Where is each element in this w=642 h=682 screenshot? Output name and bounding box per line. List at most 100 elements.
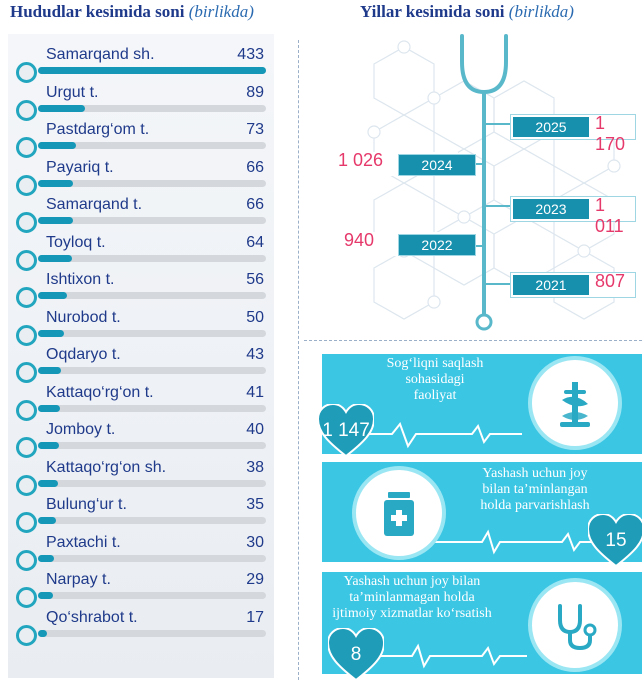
bar-knob [16, 99, 37, 121]
bar-knob [16, 549, 37, 571]
bar-row: Samarqand t. 66 [16, 192, 274, 233]
bar-track [38, 479, 266, 487]
bar [38, 404, 60, 412]
year-label: 2023 [513, 199, 589, 219]
bar-category-label: Kattaqo‘rg‘on sh. [46, 458, 167, 476]
card-value: 1 147 [322, 420, 370, 441]
years-timeline: 2025 1 170 1 026 2024 2023 1 011 940 202… [304, 34, 642, 334]
vertical-divider [298, 40, 299, 680]
card-social-services: Yashash uchun joy bilan ta’minlanmagan h… [322, 572, 642, 674]
bar-row: Nurobod t. 50 [16, 305, 274, 346]
bar-knob [16, 399, 37, 421]
bar [38, 592, 54, 599]
right-title-unit: (birlikda) [508, 2, 574, 21]
card-caption: Yashash uchun joy bilan ta’minlanmagan h… [332, 574, 492, 621]
bar-knob [16, 324, 37, 346]
bar-knob [16, 174, 37, 196]
card-caption: Yashash uchun joy bilan ta’minlangan hol… [480, 466, 590, 513]
medicine-bottle-icon [384, 492, 414, 536]
bar-value-label: 56 [246, 271, 264, 288]
regions-bar-chart: Samarqand sh. 433 Urgut t. 89 Pastdarg‘om t.… [8, 34, 274, 678]
bar-track [38, 104, 266, 112]
bar-category-label: Qo‘shrabot t. [46, 608, 138, 626]
bar [38, 292, 68, 299]
bar-row: Oqdaryo t. 43 [16, 342, 274, 383]
year-label: 2022 [398, 234, 476, 256]
bar-row: Kattaqo‘rg‘on t. 41 [16, 380, 274, 421]
bar [38, 517, 57, 524]
bar-value-label: 40 [246, 421, 264, 438]
stethoscope-icon [558, 604, 597, 651]
bar [38, 104, 85, 112]
bar-value-label: 38 [246, 458, 264, 476]
bar-category-label: Paxtachi t. [46, 533, 121, 551]
bar-row: Toyloq t. 64 [16, 230, 274, 271]
year-value: 1 170 [595, 113, 626, 154]
heart-icon [328, 628, 384, 682]
year-item-2025: 2025 1 170 [510, 113, 636, 154]
year-item-2023: 2023 1 011 [510, 195, 636, 236]
bar-value-label: 35 [246, 496, 264, 513]
card-icon-circle [528, 578, 622, 672]
bar-knob [16, 287, 37, 308]
bar-category-label: Oqdaryo t. [46, 346, 121, 363]
heartbeat-line [362, 421, 522, 449]
bar-knob [16, 437, 37, 458]
bar-value-label: 50 [246, 308, 264, 326]
bar [38, 367, 61, 374]
right-chart-title: Yillar kesimida soni (birlikda) [360, 2, 574, 22]
bar-value-label: 73 [246, 121, 264, 138]
year-value: 940 [344, 230, 375, 250]
bar-track [38, 179, 266, 187]
bar-knob [16, 624, 37, 646]
bar-value-label: 89 [246, 83, 264, 101]
section-divider [304, 340, 642, 341]
year-label: 2021 [513, 275, 589, 295]
bar-track [38, 292, 266, 299]
bar [38, 142, 77, 149]
bar-category-label: Ishtixon t. [46, 271, 115, 288]
bar [38, 217, 73, 224]
bar-track [38, 254, 266, 262]
bar [38, 629, 47, 637]
bar-category-label: Samarqand sh. [46, 46, 155, 63]
bar-track [38, 629, 266, 637]
card-care-with-housing: Yashash uchun joy bilan ta’minlangan hol… [322, 462, 642, 562]
year-item-2024: 1 026 2024 [334, 150, 476, 176]
bar-row: Bulung‘ur t. 35 [16, 492, 274, 533]
bar-track [38, 329, 266, 337]
heart-icon [318, 404, 374, 458]
card-icon-circle [528, 356, 622, 450]
bar-category-label: Pastdarg‘om t. [46, 121, 150, 138]
year-label: 2024 [398, 154, 476, 176]
bar-row: Samarqand sh. 433 [16, 42, 274, 83]
bar [38, 479, 58, 487]
heartbeat-line [362, 643, 527, 669]
bar [38, 329, 65, 337]
bar-track [38, 442, 266, 449]
bar-row: Pastdarg‘om t. 73 [16, 117, 274, 158]
bar-knob [16, 512, 37, 533]
bar-category-label: Kattaqo‘rg‘on t. [46, 383, 154, 401]
bar-row: Payariq t. 66 [16, 155, 274, 196]
left-title-unit: (birlikda) [188, 2, 254, 21]
heart-icon [588, 514, 642, 568]
bar [38, 67, 266, 74]
bar-track [38, 67, 266, 74]
bar-track [38, 592, 266, 599]
bar-knob [16, 212, 37, 233]
bar-row: Kattaqo‘rg‘on sh. 38 [16, 455, 274, 496]
bar-category-label: Narpay t. [46, 571, 111, 588]
bar-track [38, 554, 266, 562]
bar-knob [16, 249, 37, 271]
bar-track [38, 404, 266, 412]
bar-category-label: Samarqand t. [46, 196, 143, 213]
bar [38, 254, 72, 262]
bar-category-label: Toyloq t. [46, 233, 106, 251]
bar-knob [16, 62, 37, 83]
year-item-2021: 2021 807 [510, 271, 636, 298]
bar-category-label: Jomboy t. [46, 421, 116, 438]
bar-value-label: 66 [246, 158, 264, 176]
bar-row: Paxtachi t. 30 [16, 530, 274, 571]
bar-row: Narpay t. 29 [16, 567, 274, 608]
